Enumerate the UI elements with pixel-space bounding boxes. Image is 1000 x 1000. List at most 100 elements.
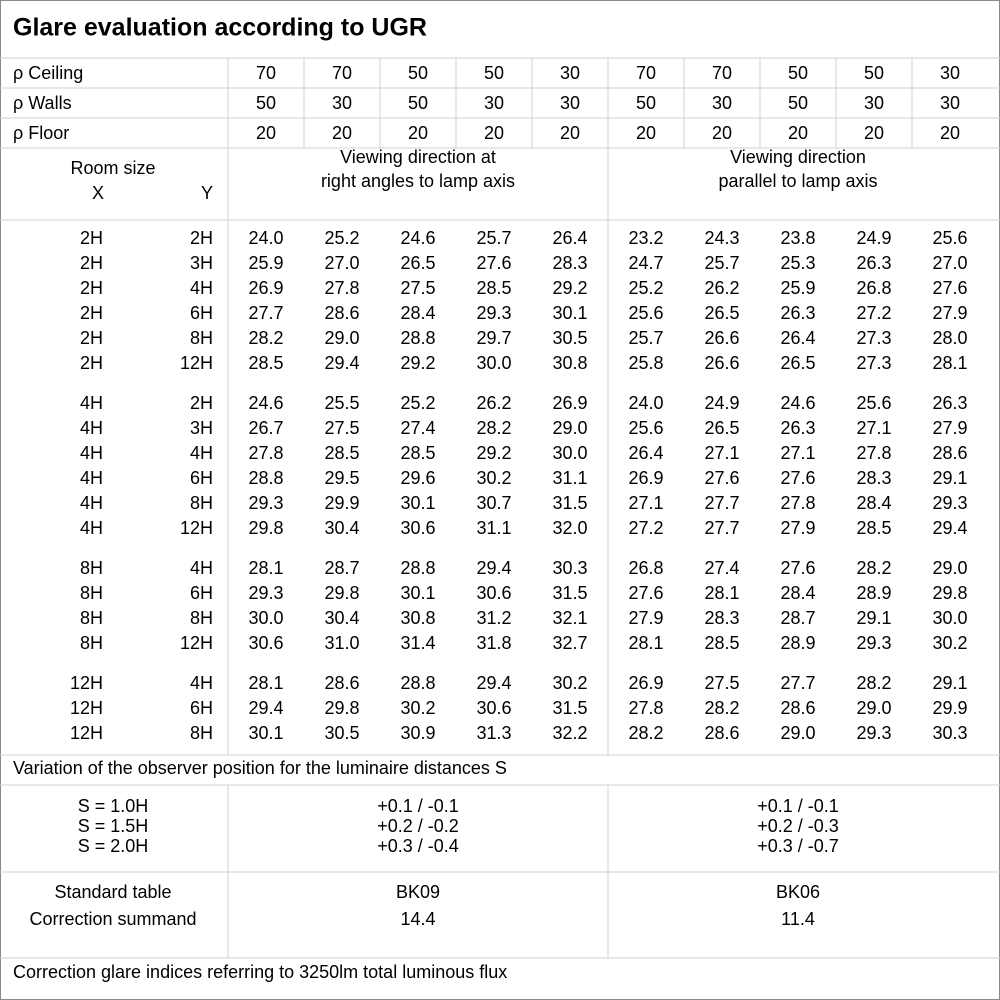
room-y: 8H [190,723,213,743]
ugr-value: 30.2 [932,633,967,653]
ugr-value: 29.5 [324,468,359,488]
ugr-value: 32.1 [552,608,587,628]
ugr-value: 29.8 [932,583,967,603]
room-y: 12H [180,353,213,373]
variation-value: +0.2 / -0.2 [377,816,459,836]
ugr-value: 26.5 [780,353,815,373]
ugr-value: 32.2 [552,723,587,743]
ugr-value: 28.6 [780,698,815,718]
ugr-value: 29.3 [932,493,967,513]
ugr-value: 25.7 [476,228,511,248]
ugr-value: 26.8 [628,558,663,578]
ugr-value: 28.2 [856,558,891,578]
reflectance-value: 20 [636,123,656,143]
reflectance-value: 20 [256,123,276,143]
ugr-value: 28.8 [400,673,435,693]
ugr-value: 26.5 [704,303,739,323]
ugr-value: 31.1 [552,468,587,488]
ugr-value: 29.4 [476,673,511,693]
ugr-value: 28.9 [856,583,891,603]
ugr-value: 27.6 [476,253,511,273]
room-y: 12H [180,518,213,538]
ugr-value: 27.0 [932,253,967,273]
footer-note: Correction glare indices referring to 32… [13,962,507,982]
room-y: 4H [190,278,213,298]
ugr-value: 28.1 [704,583,739,603]
ugr-value: 27.7 [704,518,739,538]
ugr-value: 28.8 [248,468,283,488]
reflectance-value: 30 [332,93,352,113]
ugr-value: 30.6 [476,698,511,718]
ugr-value: 27.6 [704,468,739,488]
room-x: 4H [80,468,103,488]
standard-value: BK06 [776,882,820,902]
ugr-value: 26.4 [780,328,815,348]
ugr-value: 28.0 [932,328,967,348]
variation-value: +0.3 / -0.7 [757,836,839,856]
ugr-value: 27.7 [704,493,739,513]
ugr-value: 28.1 [248,673,283,693]
ugr-value: 27.0 [324,253,359,273]
ugr-value: 31.0 [324,633,359,653]
reflectance-value: 30 [712,93,732,113]
ugr-value: 28.1 [248,558,283,578]
ugr-value: 28.5 [476,278,511,298]
ugr-value: 27.8 [856,443,891,463]
ugr-value: 28.2 [704,698,739,718]
ugr-value: 25.9 [248,253,283,273]
room-x: 4H [80,393,103,413]
direction-header: Viewing direction [730,147,866,167]
ugr-value: 26.4 [628,443,663,463]
ugr-value: 29.1 [932,673,967,693]
standard-label: Correction summand [29,909,196,929]
reflectance-value: 20 [332,123,352,143]
variation-value: +0.2 / -0.3 [757,816,839,836]
room-x: 8H [80,608,103,628]
ugr-value: 30.3 [552,558,587,578]
ugr-value: 24.9 [704,393,739,413]
ugr-value: 27.1 [856,418,891,438]
room-y: 12H [180,633,213,653]
ugr-value: 26.9 [628,673,663,693]
ugr-value: 27.1 [704,443,739,463]
ugr-value: 29.2 [476,443,511,463]
ugr-value: 26.3 [780,303,815,323]
ugr-value: 28.6 [704,723,739,743]
ugr-value: 27.3 [856,353,891,373]
standard-value: 14.4 [400,909,435,929]
ugr-value: 29.0 [780,723,815,743]
ugr-value: 28.2 [476,418,511,438]
direction-header: Viewing direction at [340,147,496,167]
ugr-value: 26.5 [400,253,435,273]
variation-title: Variation of the observer position for t… [13,758,507,778]
grid [0,57,1000,959]
ugr-value: 30.0 [476,353,511,373]
ugr-value: 23.2 [628,228,663,248]
ugr-value: 29.4 [932,518,967,538]
ugr-value: 26.3 [932,393,967,413]
ugr-value: 25.2 [628,278,663,298]
ugr-value: 29.6 [400,468,435,488]
ugr-value: 27.5 [324,418,359,438]
room-y: 3H [190,418,213,438]
ugr-value: 28.7 [324,558,359,578]
ugr-value: 25.7 [628,328,663,348]
ugr-value: 26.6 [704,353,739,373]
reflectance-label: ρ Floor [13,123,69,143]
ugr-value: 28.5 [856,518,891,538]
ugr-value: 28.6 [324,673,359,693]
ugr-value: 29.0 [856,698,891,718]
ugr-value: 27.9 [932,418,967,438]
ugr-value: 30.8 [552,353,587,373]
room-x: 8H [80,558,103,578]
ugr-value: 28.1 [628,633,663,653]
room-x: 4H [80,418,103,438]
reflectance-value: 50 [636,93,656,113]
spacing-label: S = 1.0H [78,796,149,816]
ugr-value: 28.1 [932,353,967,373]
ugr-value: 28.3 [704,608,739,628]
title: Glare evaluation according to UGR [13,14,427,42]
ugr-value: 24.6 [400,228,435,248]
room-x: 2H [80,328,103,348]
